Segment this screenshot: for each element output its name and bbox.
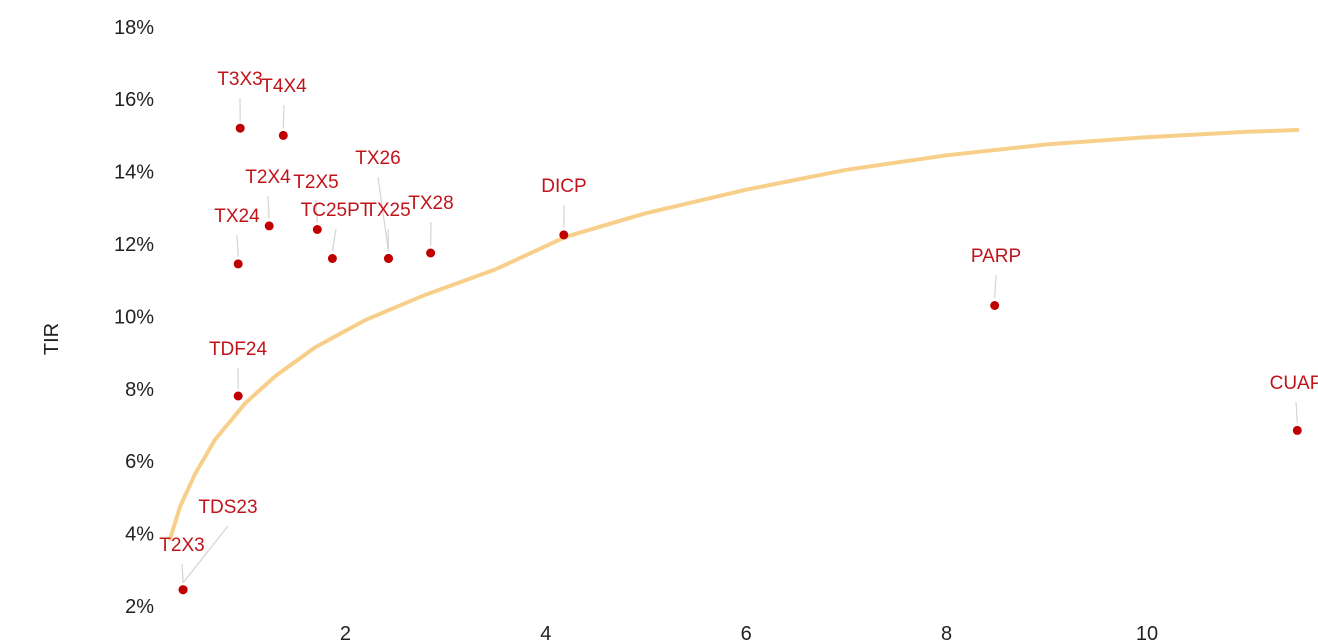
- leader-line: [182, 525, 229, 584]
- y-tick-label: 14%: [114, 162, 154, 184]
- point-label: TX25: [365, 200, 410, 221]
- leader-line: [267, 195, 270, 219]
- x-tick-label: 6: [741, 623, 752, 642]
- data-point: [233, 259, 243, 269]
- y-tick-label: 8%: [125, 379, 154, 401]
- point-label: PARP: [971, 246, 1021, 267]
- point-label: CUAP: [1270, 373, 1318, 394]
- point-label: T3X3: [217, 69, 262, 90]
- y-tick-label: 18%: [114, 17, 154, 39]
- x-tick-label: 4: [540, 623, 551, 642]
- y-axis-title: TIR: [41, 323, 63, 355]
- x-tick-label: 2: [340, 623, 351, 642]
- data-point: [233, 391, 243, 401]
- point-label: TDS23: [198, 497, 257, 518]
- point-label: T2X5: [293, 172, 338, 193]
- y-tick-label: 16%: [114, 89, 154, 111]
- data-point: [559, 230, 569, 240]
- leader-line: [331, 228, 337, 252]
- point-label: TX28: [408, 193, 453, 214]
- y-tick-label: 2%: [125, 596, 154, 618]
- data-point: [312, 225, 322, 234]
- leader-line: [377, 176, 390, 252]
- leader-lines: [181, 97, 1298, 584]
- point-label: TC25PT: [301, 200, 372, 221]
- trend-layer: [168, 128, 1300, 541]
- point-label: T2X3: [159, 535, 204, 556]
- point-label: T2X4: [245, 167, 291, 188]
- data-point: [1292, 425, 1302, 435]
- leader-line: [236, 234, 239, 257]
- x-tick-label: 8: [941, 623, 952, 642]
- data-point: [264, 221, 274, 231]
- y-tick-label: 4%: [125, 524, 154, 546]
- point-label: DICP: [541, 176, 586, 197]
- data-point: [178, 585, 188, 595]
- data-point: [327, 254, 337, 263]
- y-tick-label: 10%: [114, 306, 154, 328]
- trend-line: [168, 128, 1300, 541]
- data-point: [384, 254, 393, 263]
- y-tick-label: 6%: [125, 451, 154, 473]
- data-point: [235, 123, 245, 133]
- data-point: [990, 301, 1000, 310]
- leader-line: [1295, 401, 1298, 424]
- y-tick-label: 12%: [114, 234, 154, 256]
- leader-line: [315, 200, 318, 223]
- point-label: T4X4: [261, 76, 307, 97]
- x-tick-label: 10: [1136, 623, 1158, 642]
- point-label: TX24: [214, 206, 260, 227]
- y-axis-ticks: 2% 4% 6% 8% 10% 12% 14% 16% 18%: [114, 17, 154, 618]
- data-point: [278, 130, 288, 140]
- leader-line: [282, 104, 285, 129]
- point-label: TDF24: [209, 339, 268, 360]
- point-label: TX26: [355, 148, 400, 169]
- x-axis-ticks: 2 4 6 8 10: [340, 623, 1158, 642]
- leader-line: [994, 274, 997, 299]
- leader-line: [181, 563, 184, 583]
- data-point: [426, 248, 436, 258]
- data-points: [178, 123, 1302, 595]
